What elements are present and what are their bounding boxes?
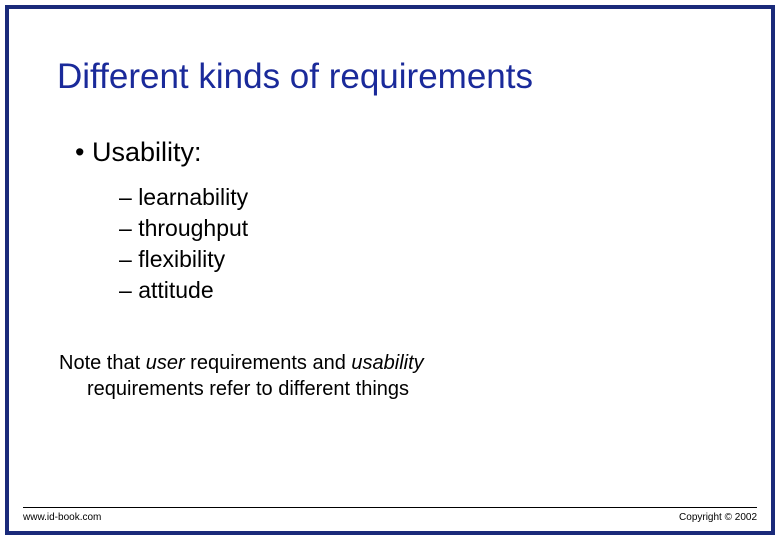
note-italic: user xyxy=(146,352,185,374)
note-text: Note that user requirements and usabilit… xyxy=(59,350,723,402)
slide-title: Different kinds of requirements xyxy=(57,57,723,97)
bullet-level2-item: attitude xyxy=(119,275,723,306)
bullet-level2-item: throughput xyxy=(119,213,723,244)
note-part: requirements and xyxy=(185,352,352,374)
footer-rule xyxy=(23,507,757,508)
footer-copyright: Copyright © 2002 xyxy=(679,512,757,523)
content-area: Different kinds of requirements Usabilit… xyxy=(9,9,771,402)
footer-row: www.id-book.com Copyright © 2002 xyxy=(23,512,757,523)
bullet-level1: Usability: xyxy=(75,137,723,168)
slide-frame: Different kinds of requirements Usabilit… xyxy=(5,5,775,535)
note-italic: usability xyxy=(351,352,423,374)
slide-footer: www.id-book.com Copyright © 2002 xyxy=(9,507,771,523)
note-part: Note that xyxy=(59,352,146,374)
footer-url: www.id-book.com xyxy=(23,512,101,523)
bullet-level2-item: flexibility xyxy=(119,244,723,275)
note-line2: requirements refer to different things xyxy=(87,378,409,400)
bullet-level2-item: learnability xyxy=(119,182,723,213)
